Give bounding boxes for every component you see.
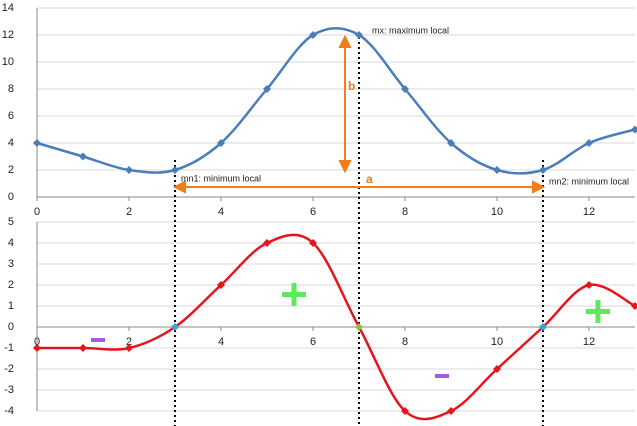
marker	[33, 139, 41, 147]
x-tick-label: 4	[218, 206, 224, 218]
marker	[33, 344, 41, 352]
annotation: mn1: minimum local	[181, 173, 261, 183]
x-tick-label: 2	[126, 206, 132, 218]
marker	[539, 323, 547, 331]
y-tick-label: 4	[8, 237, 14, 249]
y-tick-label: 1	[8, 300, 14, 312]
marker	[171, 166, 179, 174]
arrow-b	[338, 34, 352, 174]
marker	[171, 323, 179, 331]
minus-sign	[91, 338, 105, 342]
marker	[585, 281, 593, 289]
minus-sign	[435, 374, 449, 378]
line	[36, 27, 636, 175]
y-tick-label: 5	[8, 216, 14, 228]
marker	[355, 323, 363, 331]
annotation: a	[366, 172, 373, 186]
y-tick-label: 6	[8, 110, 14, 122]
y-tick-label: 4	[8, 137, 14, 149]
y-tick-label: -3	[4, 384, 14, 396]
marker	[631, 125, 637, 134]
y-tick-label: 14	[2, 2, 14, 14]
line	[37, 233, 636, 421]
x-tick-label: 4	[218, 336, 224, 348]
x-tick-label: 10	[491, 206, 503, 218]
x-tick-label: 12	[583, 206, 595, 218]
marker	[125, 166, 133, 174]
y-tick-label: 12	[2, 29, 14, 41]
x-tick-label: 0	[34, 206, 40, 218]
plus-sign	[586, 300, 610, 323]
marker	[493, 365, 501, 373]
marker	[263, 239, 271, 247]
x-tick-label: 0	[34, 336, 40, 348]
marker	[493, 166, 501, 174]
marker	[355, 31, 363, 39]
marker	[125, 344, 133, 352]
x-tick-label: 6	[310, 336, 316, 348]
x-tick-label: 2	[126, 336, 132, 348]
y-tick-label: 0	[8, 321, 14, 333]
marker	[631, 302, 637, 310]
y-tick-label: -4	[4, 405, 14, 417]
x-tick-label: 12	[583, 336, 595, 348]
y-tick-label: 2	[8, 164, 14, 176]
y-tick-label: -2	[4, 363, 14, 375]
marker	[401, 407, 409, 415]
annotation: mn2: minimum local	[549, 176, 629, 186]
marker	[447, 407, 455, 415]
marker	[217, 139, 225, 147]
marker	[539, 166, 547, 174]
marker	[447, 139, 455, 147]
y-tick-label: 3	[8, 258, 14, 270]
marker	[217, 281, 225, 289]
x-tick-label: 10	[491, 336, 503, 348]
x-tick-label: 8	[402, 206, 408, 218]
marker	[79, 152, 87, 161]
arrow-a	[172, 180, 546, 194]
marker	[401, 85, 409, 93]
marker	[585, 139, 593, 147]
x-tick-label: 8	[402, 336, 408, 348]
marker	[309, 239, 317, 247]
annotation: b	[348, 79, 355, 93]
marker	[79, 344, 87, 352]
y-tick-label: 10	[2, 56, 14, 68]
marker	[309, 31, 317, 39]
y-tick-label: 2	[8, 279, 14, 291]
y-tick-label: -1	[4, 342, 14, 354]
y-tick-label: 0	[8, 191, 14, 203]
plus-sign	[282, 283, 306, 306]
annotation: mx: maximum local	[372, 25, 449, 35]
marker	[263, 85, 271, 93]
y-tick-label: 8	[8, 83, 14, 95]
x-tick-label: 6	[310, 206, 316, 218]
